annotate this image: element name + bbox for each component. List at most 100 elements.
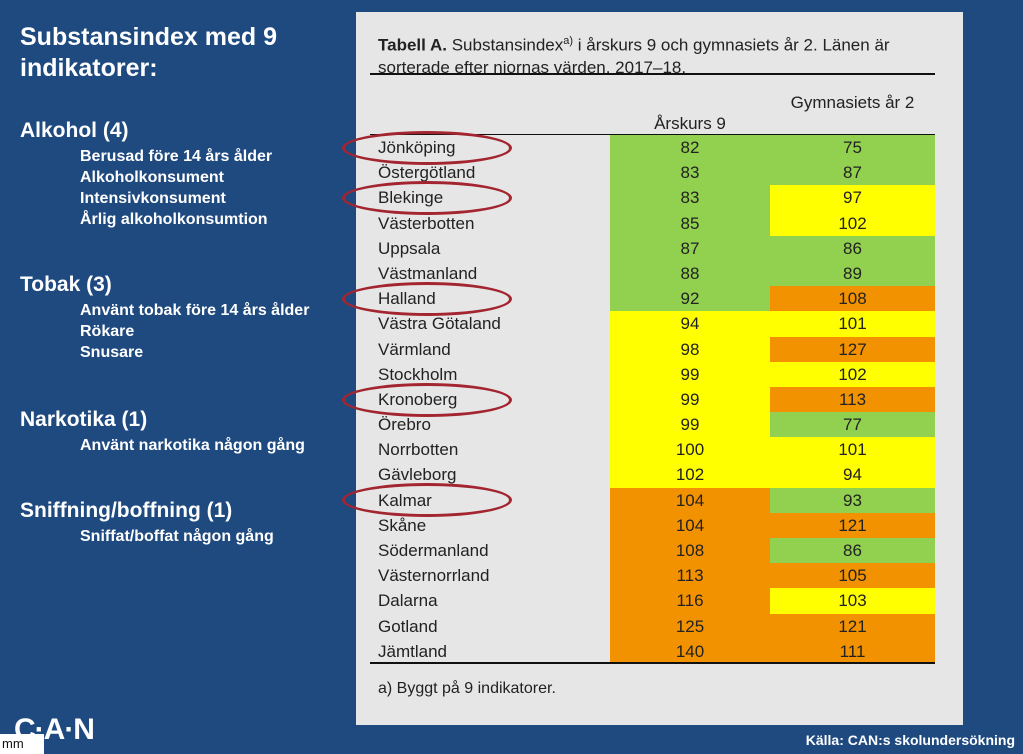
table-row: Västmanland 88 89: [370, 260, 935, 287]
arskurs9-value: 125: [610, 613, 770, 639]
section-heading: Narkotika (1): [20, 408, 148, 431]
table-row: Gävleborg 102 94: [370, 462, 935, 488]
arskurs9-value: 99: [610, 361, 770, 387]
table-row: Skåne 104 121: [370, 512, 935, 538]
county-name: Stockholm: [378, 364, 458, 384]
top-rule: [370, 73, 935, 75]
county-name: Södermanland: [378, 541, 489, 560]
arskurs9-value: 99: [610, 412, 770, 438]
table-row: Stockholm 99 102: [370, 361, 935, 387]
indicator-item: Använt tobak före 14 års ålder: [80, 302, 310, 319]
arskurs9-value: 83: [610, 160, 770, 186]
gymnasiet2-value: 101: [770, 311, 935, 337]
county-name: Gotland: [378, 616, 438, 636]
caption-footnote-mark: a): [563, 35, 574, 47]
county-name: Skåne: [378, 515, 427, 535]
indicator-section: Tobak (3) Använt tobak före 14 års ålder R…: [20, 272, 309, 363]
county-name: Västmanland: [378, 263, 478, 283]
arskurs9-value: 104: [610, 487, 770, 513]
gymnasiet2-value: 102: [770, 361, 935, 387]
arskurs9-value: 82: [610, 135, 770, 161]
county-name: Värmland: [378, 339, 451, 359]
gymnasiet2-value: 97: [770, 185, 935, 211]
indicator-section: Narkotika (1) Använt narkotika någon gång: [20, 407, 305, 456]
county-name: Västernorrland: [378, 566, 490, 586]
gymnasiet2-value: 75: [770, 135, 935, 161]
section-heading: Sniffning/boffning (1): [20, 499, 233, 522]
arskurs9-value: 85: [610, 210, 770, 236]
arskurs9-value: 92: [610, 286, 770, 312]
county-name: Västra Götaland: [378, 314, 501, 334]
arskurs9-value: 102: [610, 462, 770, 488]
table-footnote: a) Byggt på 9 indikatorer.: [378, 680, 556, 697]
indicator-item: Årlig alkoholkonsumtion: [80, 211, 268, 228]
highlight-ring: [342, 130, 512, 165]
arskurs9-value: 113: [610, 563, 770, 589]
indicator-item: Berusad före 14 års ålder: [80, 148, 273, 165]
bottom-rule: [370, 662, 935, 664]
gymnasiet2-value: 93: [770, 487, 935, 513]
table-row: Norrbotten 100 101: [370, 437, 935, 463]
gymnasiet2-value: 87: [770, 160, 935, 186]
corner-label: mm: [0, 734, 44, 754]
county-name: Västerbotten: [378, 213, 475, 233]
caption-text: i årskurs 9 och gymnasiets år 2. Länen ä…: [378, 35, 890, 77]
indicator-items: Berusad före 14 års ålder Alkoholkonsumen…: [20, 146, 272, 230]
slide-title: Substansindex med 9 indikatorer:: [20, 23, 278, 82]
indicator-item: Alkoholkonsument: [80, 169, 225, 186]
indicator-item: Rökare: [80, 323, 135, 340]
indicator-item: Använt narkotika någon gång: [80, 437, 305, 454]
table-row: Kronoberg 99 113: [370, 386, 935, 413]
table-row: Östergötland 83 87: [370, 160, 935, 186]
gymnasiet2-value: 86: [770, 235, 935, 261]
gymnasiet2-value: 86: [770, 538, 935, 564]
indicator-item: Sniffat/boffat någon gång: [80, 528, 274, 545]
gymnasiet2-value: 113: [770, 386, 935, 413]
gymnasiet2-value: 101: [770, 437, 935, 463]
arskurs9-value: 108: [610, 538, 770, 564]
indicator-item: Intensivkonsument: [80, 190, 226, 207]
caption-label: Tabell A.: [378, 35, 447, 55]
gymnasiet2-value: 105: [770, 563, 935, 589]
source-label: Källa: CAN:s skolundersökning: [805, 732, 1015, 748]
arskurs9-value: 94: [610, 311, 770, 337]
header-gymnasiet2: Gymnasiets år 2: [790, 93, 915, 112]
section-heading: Alkohol (4): [20, 119, 129, 142]
table-row: Västra Götaland 94 101: [370, 311, 935, 337]
indicator-section: Alkohol (4) Berusad före 14 års ålder Alko…: [20, 118, 272, 230]
data-table: Jönköping 82 75 Östergötland 83 87 Blekinge 83 9…: [370, 135, 935, 664]
county-name: Östergötland: [378, 163, 476, 183]
gymnasiet2-value: 103: [770, 588, 935, 614]
highlight-ring: [342, 382, 512, 417]
header-rule: [370, 134, 935, 135]
highlight-ring: [342, 181, 512, 215]
county-name: Norrbotten: [378, 440, 459, 460]
gymnasiet2-value: 102: [770, 210, 935, 236]
arskurs9-value: 140: [610, 638, 770, 664]
section-heading: Tobak (3): [20, 273, 112, 296]
indicator-section: Sniffning/boffning (1) Sniffat/boffat någ…: [20, 498, 274, 547]
gymnasiet2-value: 77: [770, 412, 935, 438]
table-row: Södermanland 108 86: [370, 538, 935, 564]
gymnasiet2-value: 108: [770, 286, 935, 312]
arskurs9-value: 100: [610, 437, 770, 463]
arskurs9-value: 88: [610, 260, 770, 287]
arskurs9-value: 104: [610, 512, 770, 538]
gymnasiet2-value: 89: [770, 260, 935, 287]
table-row: Gotland 125 121: [370, 613, 935, 639]
arskurs9-value: 99: [610, 386, 770, 413]
gymnasiet2-value: 94: [770, 462, 935, 488]
gymnasiet2-value: 121: [770, 512, 935, 538]
indicator-items: Använt tobak före 14 års ålder Rökare Snus…: [20, 300, 309, 363]
county-name: Gävleborg: [378, 465, 457, 485]
header-arskurs9: Årskurs 9: [654, 114, 726, 133]
table-panel: Tabell A. Substansindexa) i årskurs 9 oc…: [342, 12, 963, 725]
highlight-ring: [342, 483, 512, 518]
county-name: Uppsala: [378, 238, 441, 258]
table-row: Västernorrland 113 105: [370, 563, 935, 589]
table-row: Jämtland 140 111: [370, 638, 935, 664]
table-row: Örebro 99 77: [370, 412, 935, 438]
indicator-items: Sniffat/boffat någon gång: [20, 526, 274, 547]
table-caption: Tabell A. Substansindexa) i årskurs 9 oc…: [378, 30, 938, 79]
indicator-item: Snusare: [80, 344, 144, 361]
